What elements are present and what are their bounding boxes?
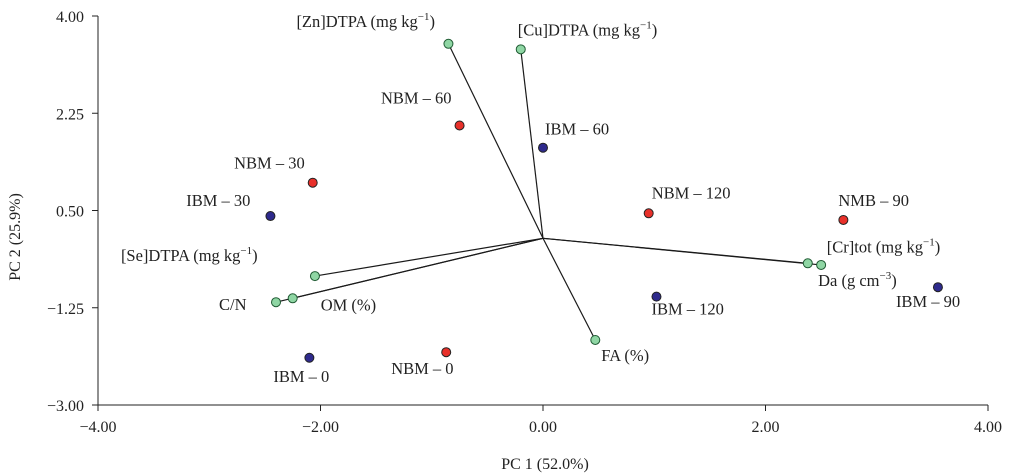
nbm-point [441, 347, 452, 358]
ibm-point [304, 352, 315, 363]
variable-point [590, 334, 601, 345]
loading-vector [520, 49, 544, 239]
loading-vector [292, 237, 544, 299]
observation-label: NBM – 60 [381, 88, 452, 107]
loading-vector [447, 43, 544, 239]
axes: −4.00 −2.00 0.00 2.00 4.00 −3.00 −1.25 0.50 2.25… [47, 9, 1002, 436]
nbm-point [454, 120, 465, 131]
ibm-point [265, 211, 276, 222]
loading-vectors [275, 43, 822, 341]
y-tick-label: 2.25 [56, 106, 84, 123]
variable-label: OM (%) [321, 295, 376, 314]
y-axis-title: PC 2 (25.9%) [7, 193, 24, 281]
variable-label: C/N [219, 295, 247, 314]
observation-label: NBM – 0 [391, 359, 453, 378]
variable-point [515, 44, 526, 55]
nbm-point [643, 208, 654, 219]
x-axis-title: PC 1 (52.0%) [501, 456, 589, 473]
x-tick-label: 4.00 [974, 419, 1002, 436]
loading-vector [314, 237, 544, 277]
point-labels: NBM – 60 IBM – 60 NBM – 30 IBM – 30 NBM – 12… [121, 11, 960, 386]
ibm-point [651, 291, 662, 302]
observation-label: IBM – 90 [896, 292, 960, 311]
y-tick-label: −1.25 [47, 301, 84, 318]
variable-point [309, 271, 320, 282]
nbm-point [307, 177, 318, 188]
loading-vector [542, 237, 822, 266]
variable-point [816, 259, 827, 270]
variable-label: FA (%) [601, 346, 649, 365]
x-tick-label: 0.00 [529, 419, 557, 436]
variable-point [802, 258, 813, 269]
observation-label: NBM – 120 [652, 183, 731, 202]
variable-label: [Zn]DTPA (mg kg−1) [296, 11, 435, 31]
variable-point [443, 38, 454, 49]
observation-label: IBM – 30 [186, 191, 250, 210]
nbm-point [838, 214, 849, 225]
data-points [265, 38, 943, 363]
variable-point [271, 297, 281, 308]
variable-label: [Se]DTPA (mg kg−1) [121, 245, 258, 265]
y-tick-label: 0.50 [56, 204, 84, 221]
x-tick-label: 2.00 [752, 419, 780, 436]
observation-label: IBM – 0 [273, 367, 329, 386]
ibm-point [538, 142, 548, 153]
observation-label: NMB – 90 [838, 191, 909, 210]
y-tick-label: −3.00 [47, 398, 84, 415]
observation-label: IBM – 60 [545, 120, 609, 139]
observation-label: NBM – 30 [234, 154, 305, 173]
x-tick-label: −2.00 [302, 419, 339, 436]
variable-point [287, 293, 298, 304]
x-tick-label: −4.00 [79, 419, 116, 436]
variable-label: [Cr]tot (mg kg−1) [827, 236, 940, 256]
ibm-point [932, 282, 943, 293]
variable-label: Da (g cm−3) [818, 270, 897, 290]
y-tick-label: 4.00 [56, 9, 84, 26]
observation-label: IBM – 120 [651, 300, 723, 319]
variable-label: [Cu]DTPA (mg kg−1) [518, 19, 657, 39]
loading-vector [542, 238, 596, 341]
